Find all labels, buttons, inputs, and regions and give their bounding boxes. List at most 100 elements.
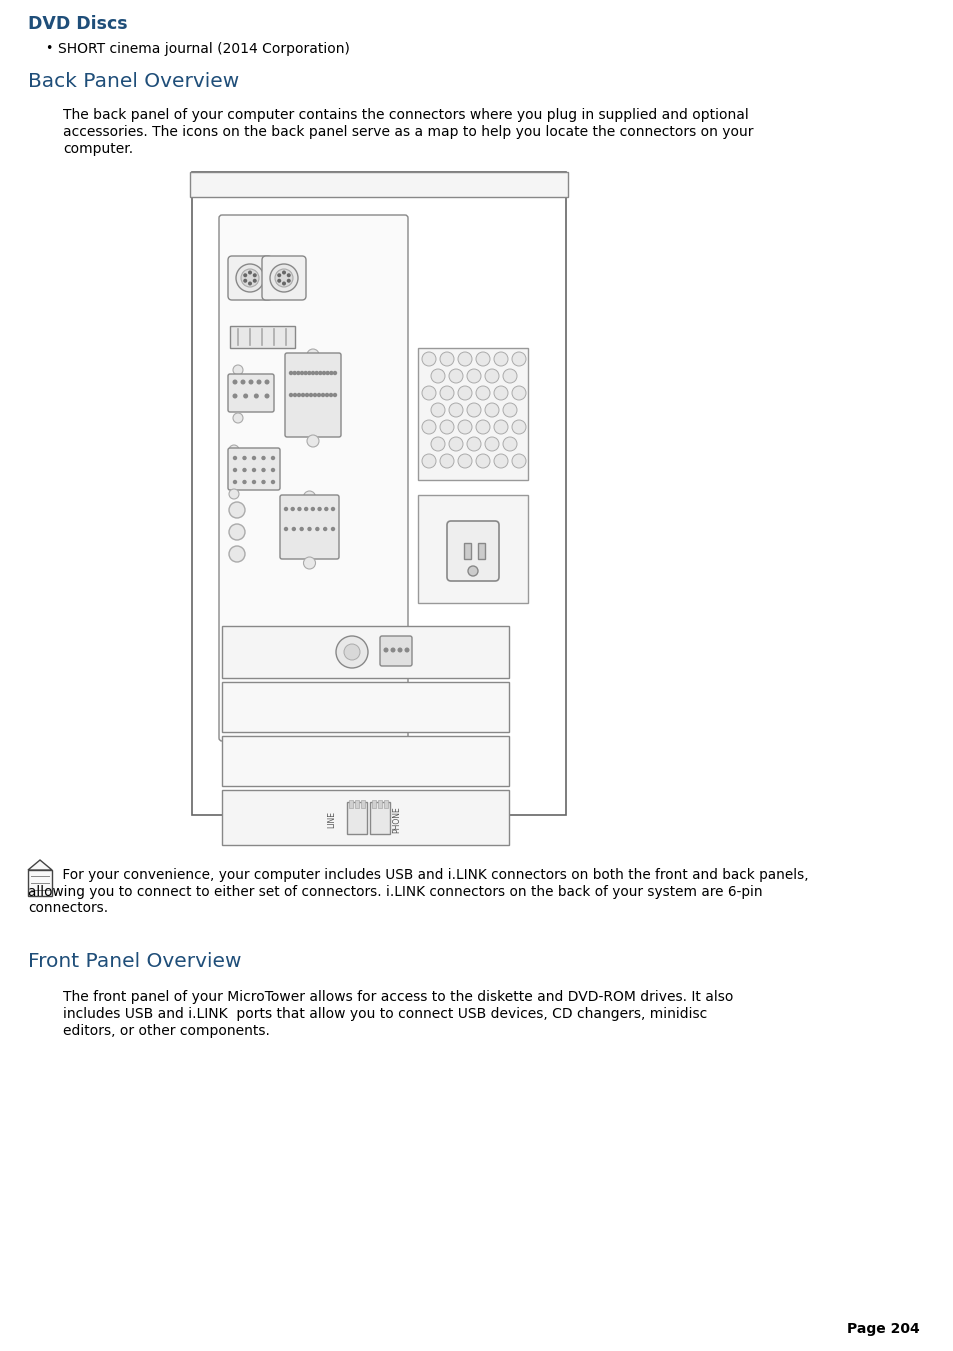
- Bar: [347, 802, 367, 834]
- Circle shape: [305, 393, 308, 396]
- Circle shape: [244, 280, 246, 282]
- Circle shape: [253, 481, 255, 484]
- Circle shape: [272, 469, 274, 471]
- Circle shape: [293, 372, 295, 374]
- Circle shape: [457, 386, 472, 400]
- FancyBboxPatch shape: [262, 255, 306, 300]
- Bar: [349, 800, 353, 808]
- Circle shape: [272, 457, 274, 459]
- Circle shape: [282, 282, 285, 285]
- Bar: [190, 172, 567, 197]
- Circle shape: [253, 274, 255, 277]
- Bar: [222, 736, 509, 786]
- Circle shape: [502, 369, 517, 382]
- Circle shape: [512, 420, 525, 434]
- Circle shape: [494, 420, 507, 434]
- Circle shape: [287, 280, 290, 282]
- Circle shape: [297, 393, 300, 396]
- Circle shape: [449, 436, 462, 451]
- Circle shape: [331, 508, 335, 511]
- Polygon shape: [28, 861, 52, 870]
- Circle shape: [502, 436, 517, 451]
- Circle shape: [235, 263, 264, 292]
- FancyBboxPatch shape: [219, 215, 408, 740]
- Circle shape: [449, 403, 462, 417]
- Circle shape: [233, 457, 236, 459]
- Circle shape: [335, 636, 368, 667]
- Circle shape: [229, 503, 245, 517]
- Circle shape: [229, 489, 239, 499]
- Circle shape: [262, 457, 265, 459]
- Circle shape: [325, 393, 328, 396]
- Circle shape: [253, 457, 255, 459]
- Circle shape: [397, 648, 401, 651]
- Circle shape: [317, 393, 320, 396]
- Circle shape: [312, 372, 314, 374]
- Circle shape: [277, 274, 280, 277]
- Circle shape: [512, 454, 525, 467]
- Circle shape: [287, 274, 290, 277]
- Circle shape: [484, 436, 498, 451]
- Circle shape: [468, 566, 477, 576]
- Bar: [222, 626, 509, 678]
- Circle shape: [307, 435, 318, 447]
- Circle shape: [249, 272, 251, 274]
- Circle shape: [243, 481, 246, 484]
- Bar: [355, 800, 358, 808]
- Circle shape: [309, 393, 313, 396]
- Circle shape: [476, 353, 490, 366]
- Circle shape: [326, 372, 329, 374]
- Bar: [417, 494, 527, 603]
- Circle shape: [233, 481, 236, 484]
- FancyBboxPatch shape: [228, 374, 274, 412]
- Circle shape: [270, 263, 297, 292]
- Circle shape: [329, 393, 333, 396]
- Circle shape: [304, 372, 307, 374]
- Circle shape: [282, 272, 285, 274]
- Circle shape: [265, 380, 269, 384]
- Bar: [360, 800, 365, 808]
- Circle shape: [249, 380, 253, 384]
- Bar: [417, 349, 527, 480]
- Circle shape: [233, 413, 243, 423]
- Circle shape: [476, 454, 490, 467]
- Bar: [222, 682, 509, 732]
- Circle shape: [303, 490, 315, 503]
- Bar: [370, 802, 390, 834]
- Circle shape: [229, 524, 245, 540]
- Circle shape: [405, 648, 409, 651]
- Text: Front Panel Overview: Front Panel Overview: [28, 952, 241, 971]
- Text: allowing you to connect to either set of connectors. i.LINK connectors on the ba: allowing you to connect to either set of…: [28, 885, 761, 898]
- Circle shape: [233, 394, 236, 397]
- Circle shape: [291, 508, 294, 511]
- Bar: [230, 326, 294, 349]
- Circle shape: [457, 353, 472, 366]
- Circle shape: [330, 372, 333, 374]
- Circle shape: [262, 469, 265, 471]
- Circle shape: [431, 436, 444, 451]
- Circle shape: [449, 369, 462, 382]
- Circle shape: [344, 644, 359, 661]
- Circle shape: [315, 527, 318, 531]
- Circle shape: [233, 380, 236, 384]
- Circle shape: [334, 372, 336, 374]
- Text: The back panel of your computer contains the connectors where you plug in suppli: The back panel of your computer contains…: [63, 108, 748, 122]
- Bar: [377, 800, 381, 808]
- Text: editors, or other components.: editors, or other components.: [63, 1024, 270, 1038]
- Circle shape: [303, 557, 315, 569]
- Circle shape: [253, 469, 255, 471]
- Circle shape: [484, 369, 498, 382]
- Circle shape: [241, 380, 245, 384]
- Circle shape: [284, 508, 287, 511]
- Text: SHORT cinema journal (2014 Corporation): SHORT cinema journal (2014 Corporation): [58, 42, 350, 55]
- Text: computer.: computer.: [63, 142, 133, 155]
- Circle shape: [241, 269, 258, 286]
- Bar: [463, 543, 471, 559]
- Circle shape: [308, 372, 311, 374]
- Circle shape: [431, 403, 444, 417]
- Circle shape: [318, 372, 321, 374]
- Circle shape: [314, 393, 316, 396]
- Circle shape: [300, 527, 303, 531]
- Circle shape: [421, 454, 436, 467]
- Circle shape: [257, 380, 260, 384]
